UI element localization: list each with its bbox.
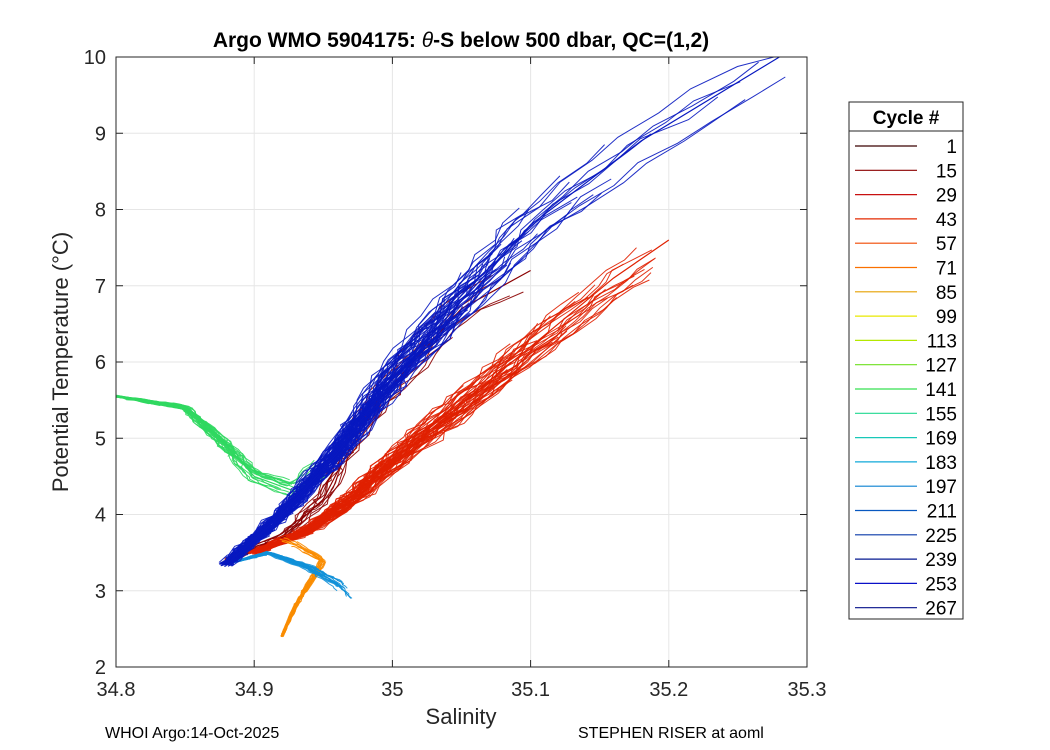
series-4	[224, 550, 353, 599]
y-tick-label: 10	[84, 47, 106, 69]
legend-label: 155	[925, 404, 957, 425]
profile-line	[226, 376, 408, 566]
profile-line	[256, 379, 513, 553]
profile-line	[251, 284, 634, 554]
legend-label: 127	[925, 356, 957, 377]
profile-line	[253, 401, 461, 552]
profile-line	[117, 395, 290, 481]
profile-line	[227, 299, 446, 563]
y-tick-label: 9	[95, 123, 106, 145]
legend-label: 253	[925, 574, 957, 595]
y-tick-label: 2	[95, 657, 106, 679]
x-tick-label: 35.2	[649, 679, 688, 701]
x-tick-label: 35.3	[788, 679, 827, 701]
footer-source: WHOI Argo:14-Oct-2025	[105, 725, 280, 742]
legend-label: 169	[925, 429, 957, 450]
legend-label: 267	[925, 599, 957, 620]
legend-label: 211	[927, 502, 957, 523]
y-tick-label: 3	[95, 581, 106, 603]
legend-label: 57	[936, 234, 957, 255]
profile-line	[259, 294, 595, 553]
legend-label: 113	[927, 331, 957, 352]
legend-label: 225	[925, 526, 957, 547]
profile-line	[254, 345, 526, 552]
legend-label: 15	[936, 161, 957, 182]
legend-label: 141	[925, 380, 957, 401]
y-tick-label: 4	[95, 505, 106, 527]
y-tick-label: 7	[95, 276, 106, 298]
profile-line	[226, 553, 338, 592]
legend-label: 183	[925, 453, 957, 474]
x-tick-label: 35.1	[511, 679, 550, 701]
profile-line	[226, 302, 470, 564]
profile-line	[117, 396, 229, 452]
profile-line	[219, 263, 484, 565]
y-tick-label: 6	[95, 352, 106, 374]
y-tick-label: 8	[95, 200, 106, 222]
series-5	[218, 56, 786, 568]
series-trend-line	[226, 551, 352, 599]
legend-entries: 1 15 29 43 57 71 85 99 113 127 141 155 169 183 197 211 2…	[855, 137, 957, 620]
legend-label: 29	[936, 186, 957, 207]
legend-label: 239	[925, 550, 957, 571]
legend-label: 85	[936, 283, 957, 304]
x-tick-label: 34.9	[235, 679, 274, 701]
profile-line	[223, 175, 561, 566]
x-tick-label: 34.8	[97, 679, 136, 701]
chart-title: Argo WMO 5904175: θ-S below 500 dbar, QC…	[213, 29, 709, 52]
legend-label: 71	[936, 259, 957, 280]
x-axis-label: Salinity	[426, 704, 497, 729]
legend-label: 197	[925, 477, 957, 498]
legend-label: 99	[936, 307, 957, 328]
series-trend-line	[253, 239, 670, 554]
x-tick-label: 35	[381, 679, 403, 701]
y-tick-label: 5	[95, 428, 106, 450]
legend: Cycle # 1 15 29 43 57 71 85 99 113 127 141 155 169 18…	[848, 101, 964, 620]
profile-line	[118, 395, 244, 469]
series-trend-line	[226, 56, 780, 565]
legend-label: 43	[936, 210, 957, 231]
legend-title: Cycle #	[873, 108, 940, 129]
series-1	[247, 239, 670, 556]
axis-ticks: 34.8 34.9 35 35.1 35.2 35.3 2 3 4 5 6 7 8 9 10	[84, 47, 827, 701]
footer-author: STEPHEN RISER at aoml	[578, 725, 764, 742]
y-axis-label: Potential Temperature (°C)	[48, 232, 73, 492]
legend-box	[848, 101, 964, 620]
legend-label: 1	[946, 137, 957, 158]
plot-data	[115, 56, 786, 638]
